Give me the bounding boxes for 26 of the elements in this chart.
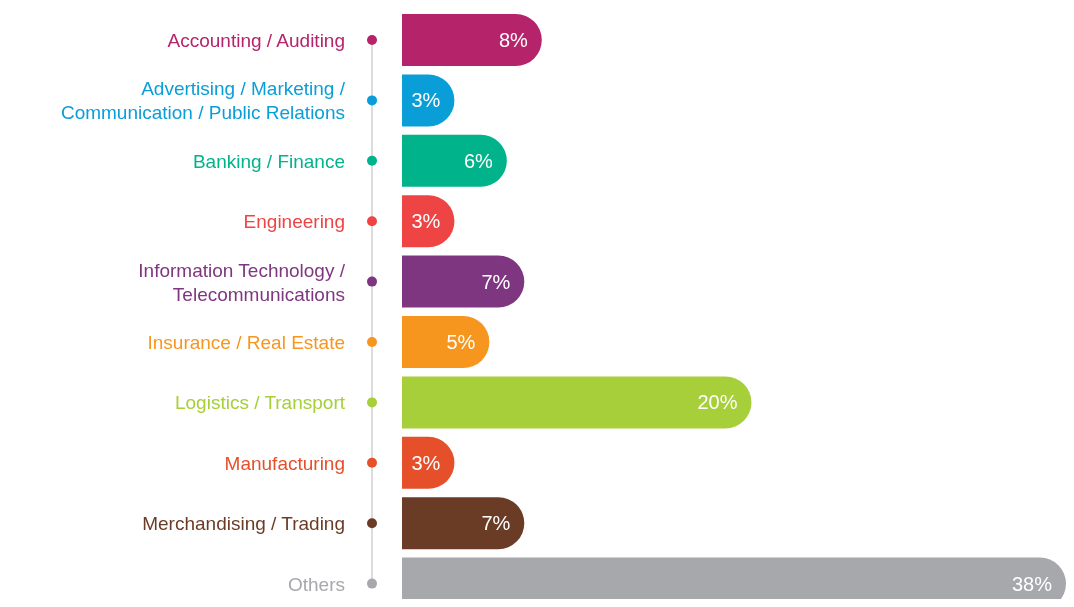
- data-label: 8%: [498, 29, 529, 51]
- bar: [402, 316, 490, 368]
- y-tick-label: Merchandising / Trading: [142, 513, 345, 535]
- y-tick-label: Insurance / Real Estate: [147, 332, 345, 353]
- data-label: 7%: [481, 270, 511, 293]
- data-label: 7%: [481, 512, 511, 535]
- bar: [402, 14, 542, 66]
- y-tick-label: Accounting / Auditing: [167, 30, 345, 51]
- y-tick-label: Advertising / Marketing / Communication / Public Relations: [60, 78, 346, 124]
- y-tick-label: Information Technology / Telecommunications: [138, 259, 346, 305]
- bar: [402, 255, 525, 308]
- bar: [402, 497, 525, 550]
- data-label: 38%: [1011, 572, 1053, 595]
- y-tick-label: Manufacturing: [224, 452, 345, 474]
- y-tick-label: Engineering: [243, 211, 345, 233]
- data-label: 6%: [463, 149, 494, 172]
- y-tick-label: Banking / Finance: [192, 150, 345, 172]
- data-label: 20%: [697, 391, 738, 414]
- y-tick-label: Others: [287, 573, 345, 595]
- data-label: 3%: [411, 89, 441, 112]
- data-label: 5%: [446, 331, 476, 353]
- data-label: 3%: [411, 210, 441, 233]
- bar: [402, 134, 507, 187]
- bar: [402, 376, 752, 429]
- data-label: 3%: [411, 451, 441, 474]
- y-tick-label: Logistics / Transport: [174, 392, 346, 414]
